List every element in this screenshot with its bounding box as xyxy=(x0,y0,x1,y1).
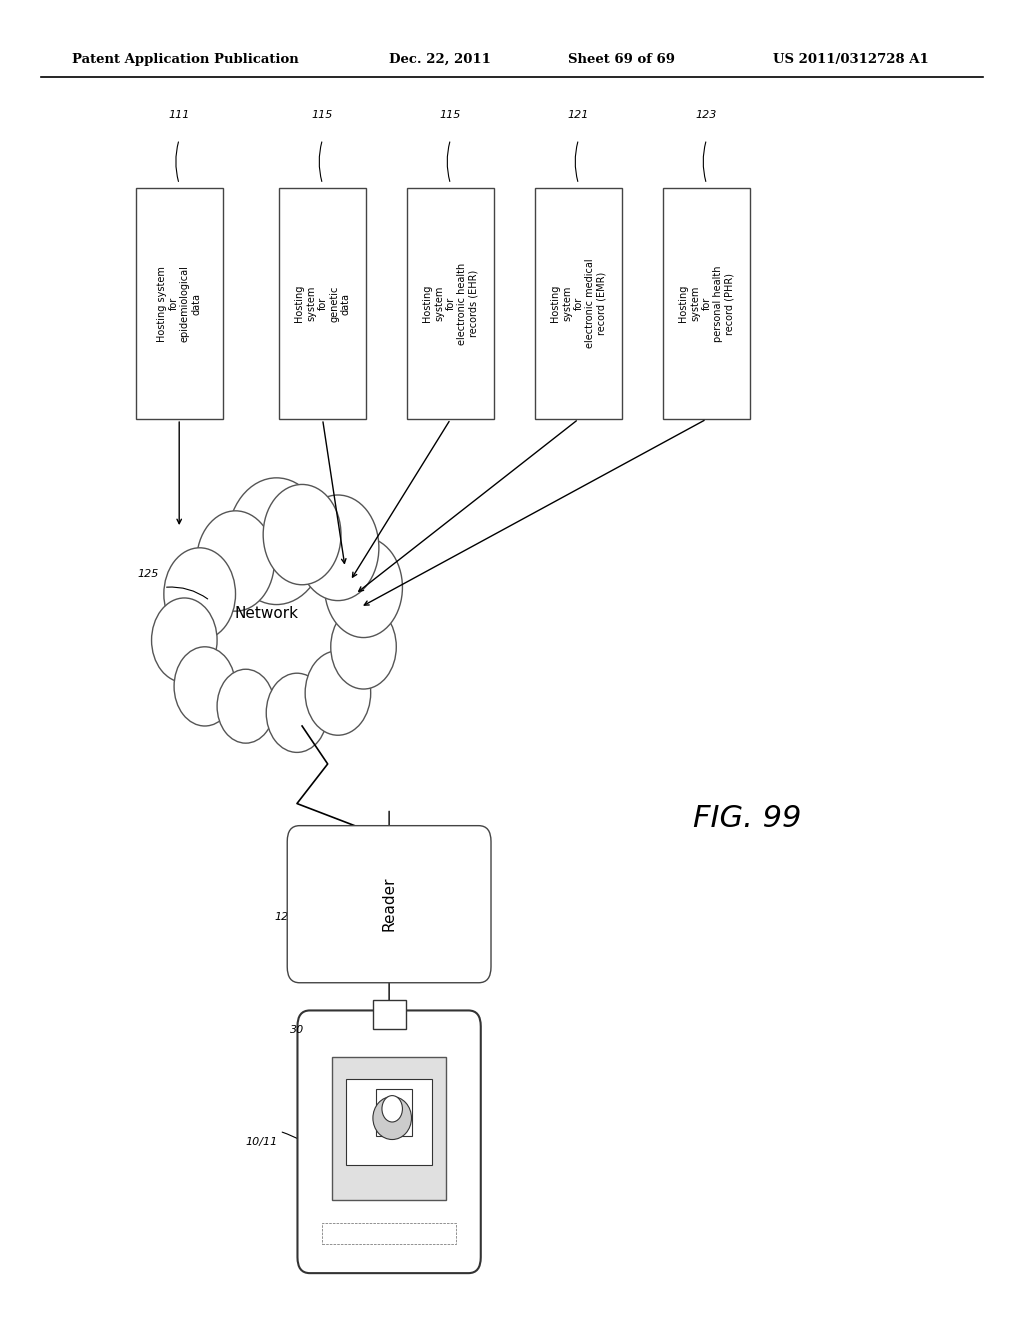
Text: 10/11: 10/11 xyxy=(245,1137,278,1147)
FancyBboxPatch shape xyxy=(664,189,750,420)
Text: 121: 121 xyxy=(568,111,589,120)
Text: Hosting
system
for
genetic
data: Hosting system for genetic data xyxy=(294,285,351,322)
Text: 115: 115 xyxy=(312,111,333,120)
Text: 30: 30 xyxy=(290,1024,304,1035)
Text: Network: Network xyxy=(234,606,298,622)
FancyBboxPatch shape xyxy=(297,1011,481,1272)
Ellipse shape xyxy=(373,1097,412,1139)
FancyBboxPatch shape xyxy=(535,189,622,420)
Circle shape xyxy=(325,537,402,638)
Text: Hosting system
for
epidemiological
data: Hosting system for epidemiological data xyxy=(157,265,202,342)
Text: 125: 125 xyxy=(138,569,159,579)
Circle shape xyxy=(331,605,396,689)
Text: Hosting
system
for
personal health
record (PHR): Hosting system for personal health recor… xyxy=(678,265,735,342)
Ellipse shape xyxy=(164,504,389,722)
Text: Sheet 69 of 69: Sheet 69 of 69 xyxy=(568,53,675,66)
Circle shape xyxy=(263,484,341,585)
Text: Dec. 22, 2011: Dec. 22, 2011 xyxy=(389,53,490,66)
FancyBboxPatch shape xyxy=(332,1057,446,1200)
Text: FIG. 99: FIG. 99 xyxy=(693,804,802,833)
Circle shape xyxy=(382,1096,402,1122)
Text: Patent Application Publication: Patent Application Publication xyxy=(72,53,298,66)
Text: Hosting
system
for
electronic medical
record (EMR): Hosting system for electronic medical re… xyxy=(550,259,607,348)
Circle shape xyxy=(217,669,274,743)
Circle shape xyxy=(305,651,371,735)
Text: 111: 111 xyxy=(169,111,189,120)
Circle shape xyxy=(297,495,379,601)
Circle shape xyxy=(266,673,328,752)
FancyBboxPatch shape xyxy=(408,189,495,420)
FancyBboxPatch shape xyxy=(322,1222,457,1243)
FancyBboxPatch shape xyxy=(287,826,490,982)
FancyBboxPatch shape xyxy=(373,1001,406,1030)
Circle shape xyxy=(197,511,274,611)
FancyBboxPatch shape xyxy=(135,189,222,420)
Text: 123: 123 xyxy=(696,111,717,120)
Circle shape xyxy=(227,478,326,605)
Text: US 2011/0312728 A1: US 2011/0312728 A1 xyxy=(773,53,929,66)
FancyBboxPatch shape xyxy=(376,1089,413,1137)
Text: Hosting
system
for
electronic health
records (EHR): Hosting system for electronic health rec… xyxy=(422,263,479,345)
FancyBboxPatch shape xyxy=(279,189,367,420)
Text: 12: 12 xyxy=(274,912,289,923)
FancyBboxPatch shape xyxy=(346,1078,432,1166)
Circle shape xyxy=(164,548,236,640)
Text: Reader: Reader xyxy=(382,876,396,932)
Circle shape xyxy=(174,647,236,726)
Text: 115: 115 xyxy=(440,111,461,120)
Circle shape xyxy=(152,598,217,682)
